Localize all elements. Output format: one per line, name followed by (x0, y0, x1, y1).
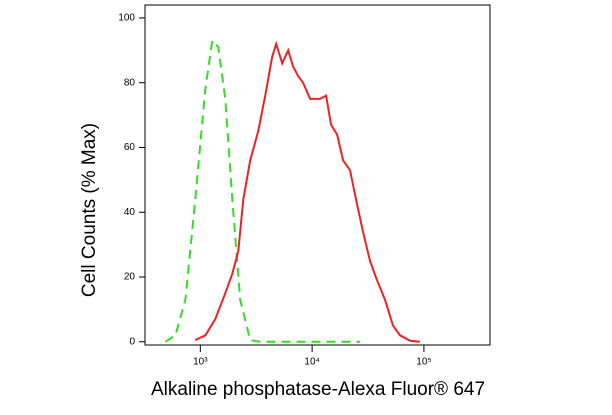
y-tick-label: 80 (124, 77, 136, 88)
plot-frame (144, 4, 491, 346)
y-tick-label: 60 (124, 142, 136, 153)
y-tick-label: 100 (118, 13, 135, 24)
y-tick-label: 40 (124, 207, 136, 218)
x-tick-label: 10³ (193, 357, 208, 368)
x-axis-label: Alkaline phosphatase-Alexa Fluor® 647 (151, 379, 485, 400)
x-tick-label: 10⁴ (304, 357, 319, 368)
y-tick-label: 20 (124, 272, 136, 283)
x-tick-label: 10⁵ (416, 357, 431, 368)
y-axis-label: Cell Counts (% Max) (79, 123, 100, 297)
series-line (194, 40, 421, 343)
series-line (164, 38, 360, 343)
y-tick-label: 0 (129, 336, 135, 347)
